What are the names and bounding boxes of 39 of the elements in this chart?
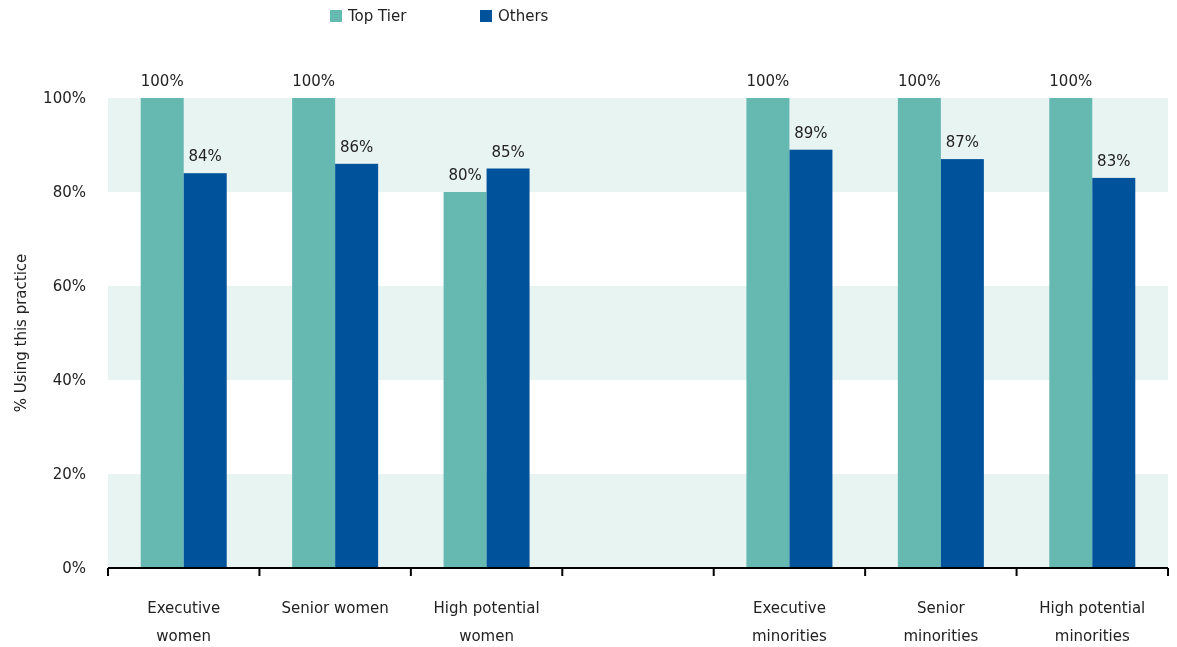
bar <box>486 168 530 568</box>
bar <box>140 98 184 568</box>
text: 87% <box>945 133 980 152</box>
text: 86% <box>339 137 374 156</box>
y-tick-label: 20% <box>52 465 86 483</box>
text: 100% <box>1049 72 1093 90</box>
text: 89% <box>794 123 828 142</box>
bar <box>897 98 941 568</box>
x-tick-label: High potential minorities <box>1039 599 1146 645</box>
bar <box>789 149 833 568</box>
legend-label: Others <box>498 7 549 25</box>
text: 83% <box>1097 151 1131 170</box>
text: 85% <box>491 142 525 161</box>
text: 100% <box>292 72 336 90</box>
y-tick-label: 0% <box>62 559 86 577</box>
bar <box>1049 98 1093 568</box>
bar <box>335 163 379 568</box>
y-tick-label: 80% <box>52 183 86 201</box>
bar <box>183 173 227 568</box>
y-axis-title: % Using this practice <box>12 253 30 413</box>
x-tick-label: Executive minorities <box>751 599 828 645</box>
bar <box>1092 177 1136 568</box>
legend-label: Top Tier <box>347 7 408 25</box>
bar <box>292 98 336 568</box>
text: 100% <box>140 72 184 90</box>
y-tick-label: 60% <box>52 277 86 295</box>
text: 100% <box>746 72 790 90</box>
bar <box>443 192 487 568</box>
text: 80% <box>448 166 482 184</box>
text: 100% <box>897 72 941 90</box>
x-tick-label: Executive women <box>147 599 221 645</box>
y-tick-label: 40% <box>52 371 86 389</box>
x-tick-label: Senior women <box>281 599 389 617</box>
text: 84% <box>188 147 222 166</box>
bar <box>940 159 984 568</box>
bar <box>746 98 790 568</box>
y-tick-label: 100% <box>43 89 86 107</box>
x-tick-label: Senior minorities <box>903 599 979 645</box>
x-tick-label: High potential women <box>433 599 540 645</box>
